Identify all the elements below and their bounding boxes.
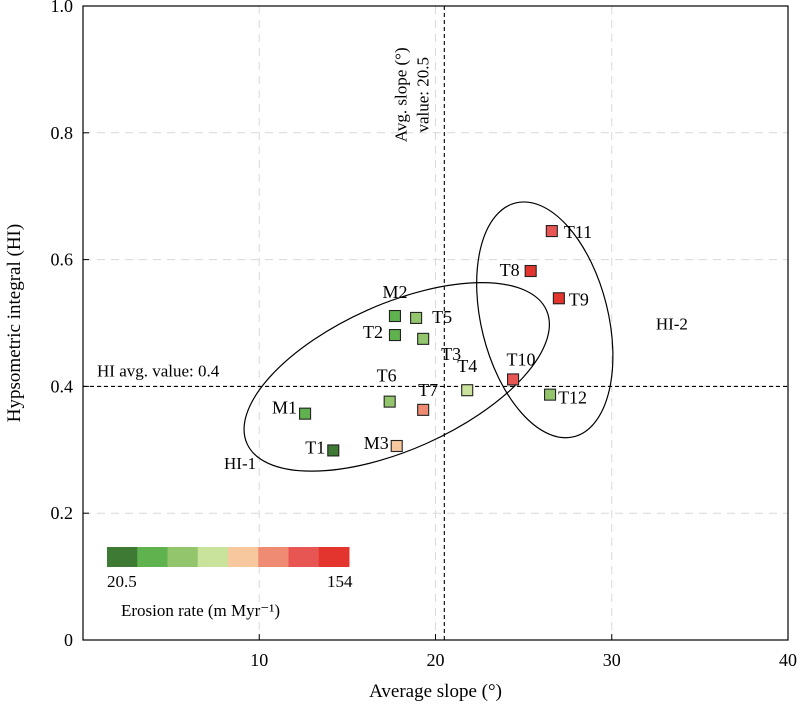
group-label-hi-2: HI-2 <box>656 314 688 333</box>
x-tick-label: 20 <box>427 650 445 670</box>
point-t10 <box>506 373 520 386</box>
point-label-t5: T5 <box>432 307 452 327</box>
point-t7 <box>417 403 430 416</box>
point-t6 <box>383 395 396 408</box>
y-tick-label: 0.8 <box>51 123 74 143</box>
point-t11 <box>545 225 558 238</box>
colorbar-swatches <box>107 547 350 567</box>
point-t1 <box>327 444 340 457</box>
point-m1 <box>299 407 312 420</box>
erosion-rate-colorbar: 20.5 154 Erosion rate (m Myr⁻¹) <box>107 547 353 620</box>
point-label-t6: T6 <box>377 366 397 386</box>
point-label-t1: T1 <box>305 437 325 457</box>
y-tick-label: 0.4 <box>51 376 74 396</box>
point-t5 <box>410 311 423 324</box>
colorbar-swatch <box>167 547 199 567</box>
colorbar-swatch <box>137 547 168 567</box>
point-m2 <box>388 309 402 323</box>
point-t2 <box>388 328 402 342</box>
y-tick-label: 0.6 <box>51 250 74 270</box>
y-tick-label: 0 <box>64 630 73 650</box>
colorbar-title: Erosion rate (m Myr⁻¹) <box>121 601 280 620</box>
y-tick-label: 0.2 <box>51 503 74 523</box>
colorbar-swatch <box>107 547 138 567</box>
point-m3 <box>390 439 403 453</box>
y-tick-label: 1.0 <box>51 0 74 16</box>
slope-average-label-line1: Avg. slope (°) <box>391 47 410 142</box>
point-label-t2: T2 <box>363 322 383 342</box>
point-label-t4: T4 <box>457 356 477 376</box>
colorbar-swatch <box>318 547 350 567</box>
x-tick-label: 40 <box>779 650 797 670</box>
group-ellipse-1 <box>243 282 550 472</box>
point-label-t3: T3 <box>441 344 461 364</box>
reference-lines <box>83 6 788 640</box>
hi-average-label: HI avg. value: 0.4 <box>97 361 220 380</box>
point-t3 <box>417 332 430 345</box>
point-label-t7: T7 <box>418 380 438 400</box>
point-label-m3: M3 <box>364 433 389 453</box>
y-axis-title: Hypsometric integral (HI) <box>4 224 25 422</box>
point-label-t9: T9 <box>569 289 589 309</box>
point-t12 <box>544 388 557 401</box>
point-label-t12: T12 <box>558 388 587 408</box>
point-label-m2: M2 <box>382 282 407 302</box>
x-tick-label: 30 <box>603 650 621 670</box>
x-tick-label: 10 <box>250 650 268 670</box>
point-label-t8: T8 <box>500 260 520 280</box>
colorbar-swatch <box>258 547 289 567</box>
x-axis-title: Average slope (°) <box>369 681 502 702</box>
colorbar-swatch <box>288 547 320 567</box>
colorbar-max-label: 154 <box>327 572 353 591</box>
axis-ticks: 10 20 30 40 0 0.2 0.4 0.6 0.8 1.0 <box>51 0 798 670</box>
point-label-t10: T10 <box>507 349 536 369</box>
group-ellipse-2 <box>476 201 614 439</box>
slope-average-label-line2: value: 20.5 <box>413 57 432 133</box>
group-label-hi-1: HI-1 <box>224 454 256 473</box>
point-t8 <box>524 264 537 278</box>
data-points <box>299 225 565 457</box>
colorbar-swatch <box>197 547 229 567</box>
point-t4 <box>461 384 474 397</box>
point-label-m1: M1 <box>272 398 297 418</box>
group-ellipses <box>243 201 614 472</box>
point-t9 <box>552 292 565 305</box>
point-labels: M1 T1 M3 T6 T7 T4 T2 M2 T5 T3 T10 T12 T8 T9 T11 <box>272 222 592 457</box>
point-label-t11: T11 <box>564 222 592 242</box>
colorbar-swatch <box>228 547 259 567</box>
colorbar-min-label: 20.5 <box>107 572 137 591</box>
